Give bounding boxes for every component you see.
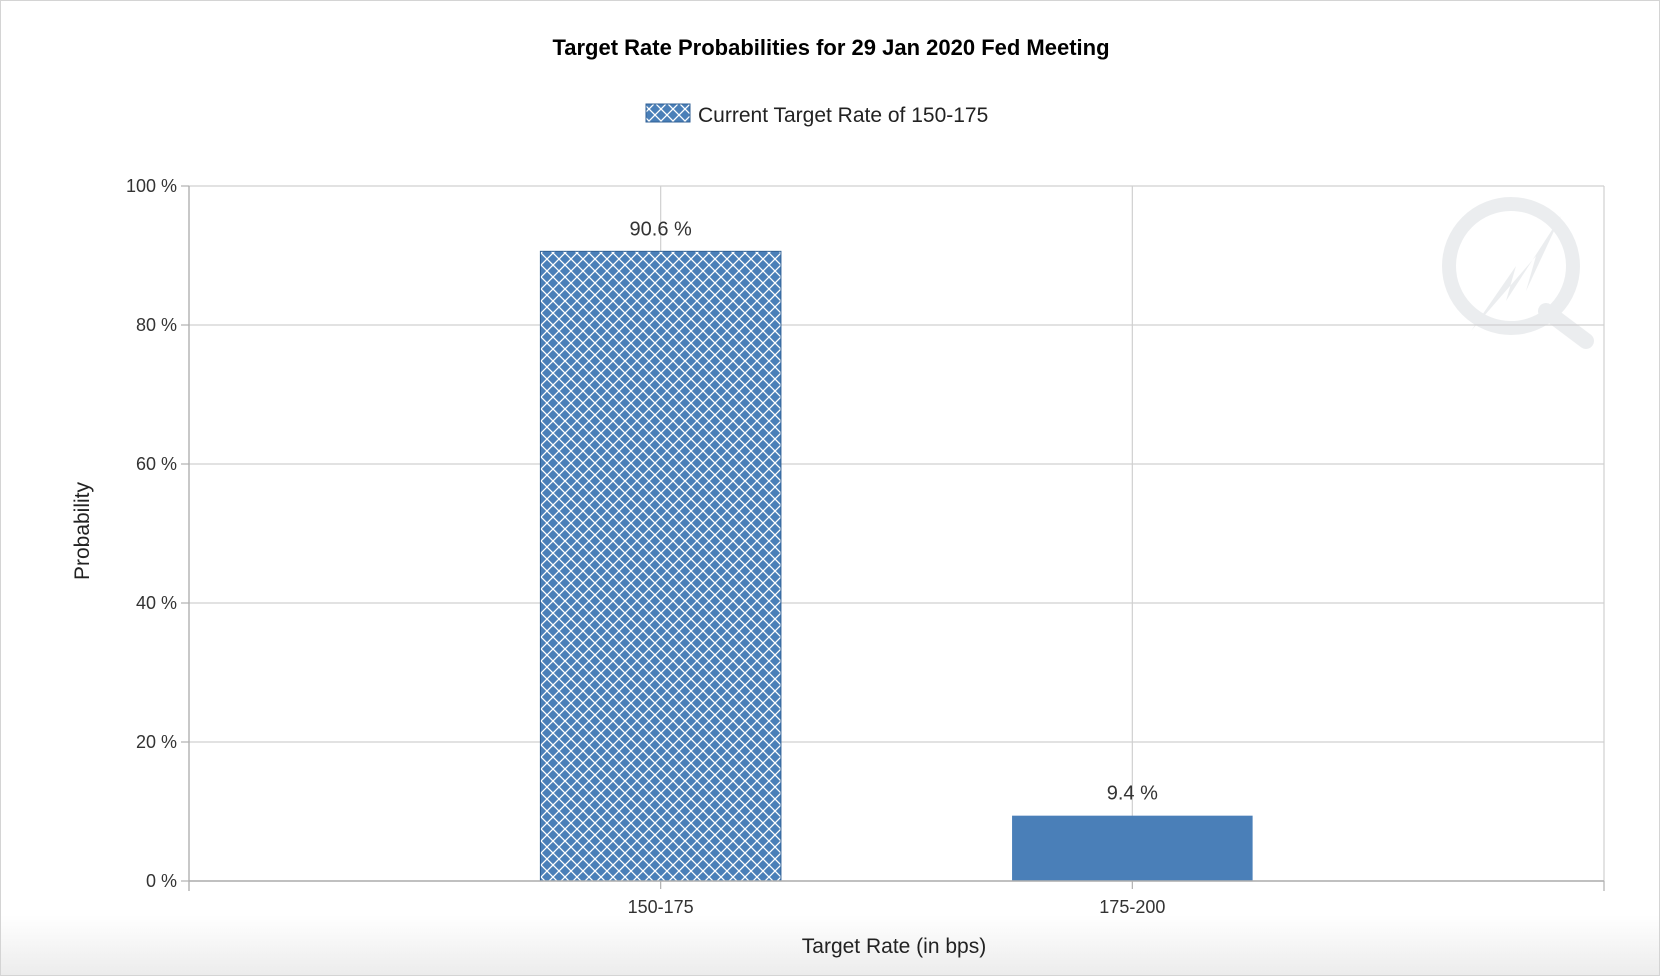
x-tick-label-150-175: 150-175 (628, 897, 694, 917)
bar-175-200 (1012, 815, 1253, 881)
y-tick-label-60: 60 % (136, 454, 177, 474)
footer-fade (1, 915, 1659, 975)
y-tick-label-80: 80 % (136, 315, 177, 335)
data-label-150-175: 90.6 % (630, 218, 692, 240)
y-tick-label-40: 40 % (136, 593, 177, 613)
y-tick-label-100: 100 % (126, 176, 177, 196)
x-tick-label-175-200: 175-200 (1099, 897, 1165, 917)
y-axis-title: Probability (71, 481, 94, 580)
grid-layer (189, 185, 1605, 882)
x-axis-title: Target Rate (in bps) (802, 935, 986, 958)
y-tick-label-0: 0 % (146, 871, 177, 891)
legend-label: Current Target Rate of 150-175 (698, 104, 988, 127)
chart-title: Target Rate Probabilities for 29 Jan 202… (552, 35, 1109, 60)
data-label-175-200: 9.4 % (1107, 783, 1158, 805)
bars-layer (539, 250, 1253, 882)
legend: Current Target Rate of 150-175 (645, 103, 988, 127)
legend-swatch (645, 103, 691, 123)
axis-layer (181, 185, 1605, 891)
watermark-logo (1442, 197, 1594, 349)
bar-150-175 (539, 250, 782, 882)
labels-layer: 0 % 20 % 40 % 60 % 80 % 100 % 90.6 % 9.4 % 150-1… (126, 176, 1165, 917)
y-tick-label-20: 20 % (136, 732, 177, 752)
